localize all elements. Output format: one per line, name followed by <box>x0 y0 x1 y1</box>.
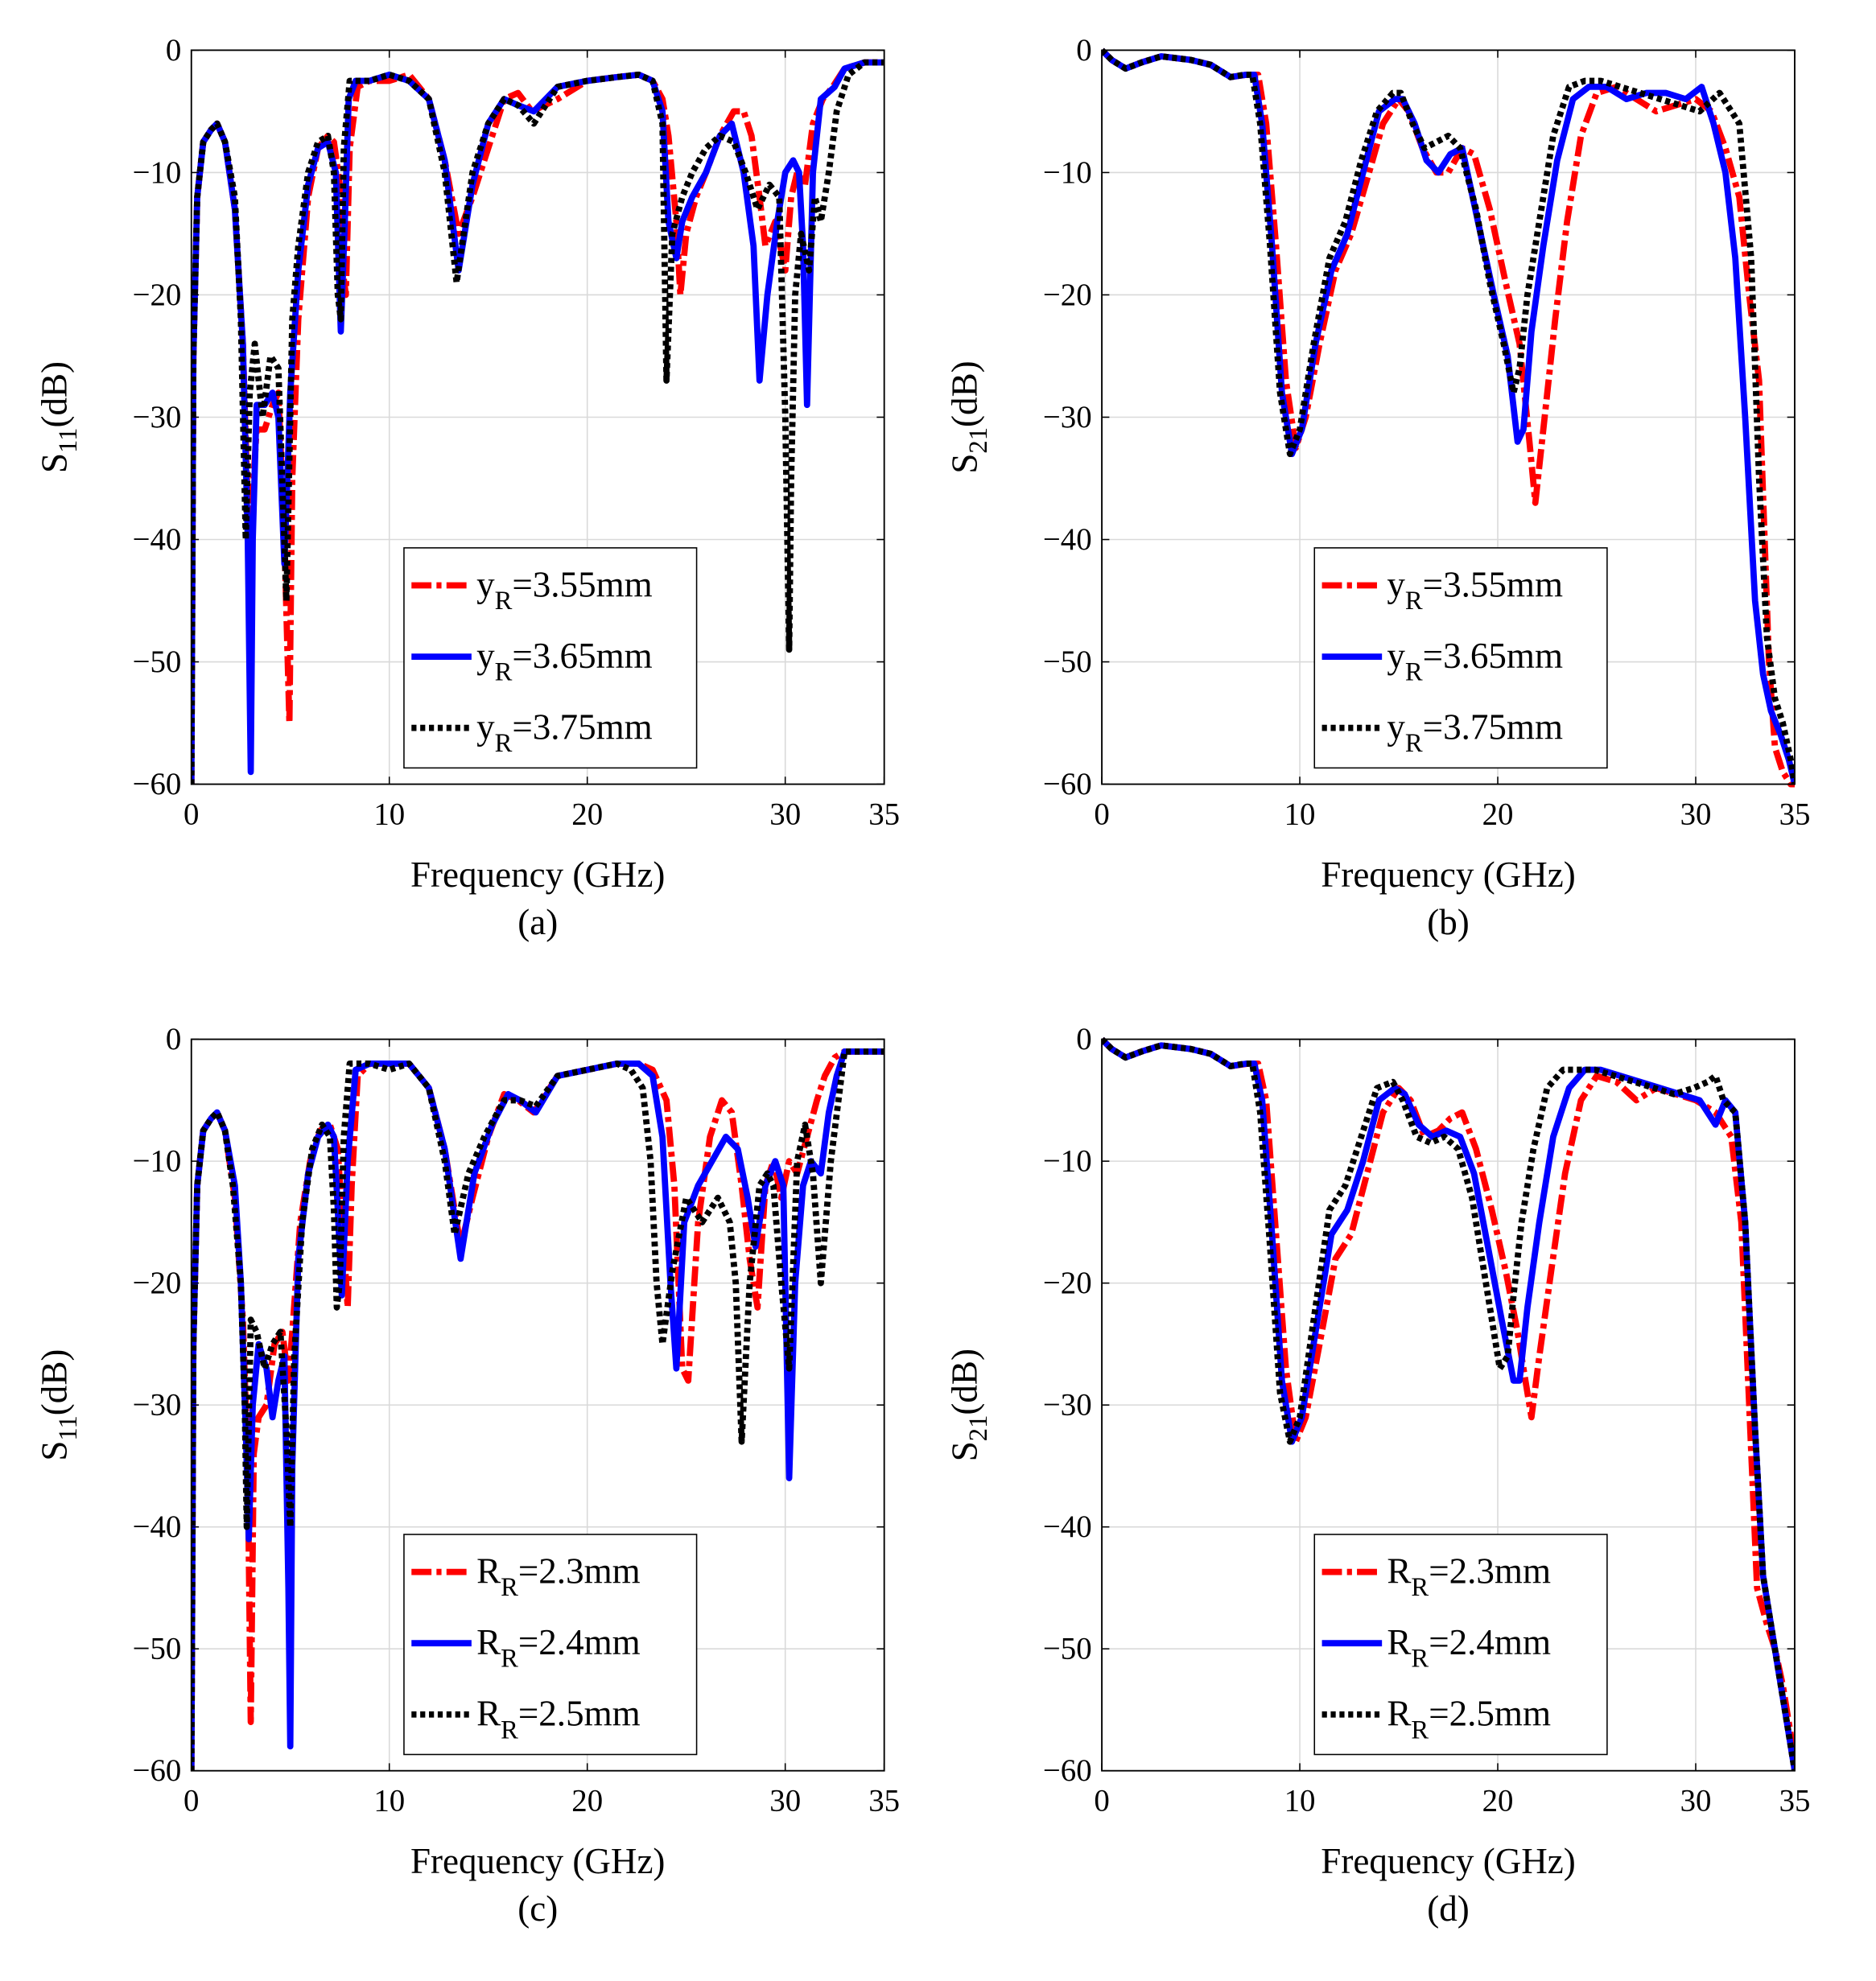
series-line-3 <box>1102 1036 1795 1772</box>
x-tick-label: 35 <box>1779 1783 1811 1818</box>
y-tick-label: 0 <box>1076 1022 1091 1056</box>
chart-panel-c: 0 10 20 30 35 0 −10 −20 −30 −40 −50 −60 Frequency (G… <box>34 1022 900 1929</box>
chart-panel-a: 0 10 20 30 35 0 −10 −20 −30 −40 −50 −60 Frequency (G… <box>34 33 900 942</box>
legend: RR=2.3mm RR=2.4mm RR=2.5mm <box>403 1534 698 1756</box>
x-tick-label: 10 <box>1284 797 1316 831</box>
y-tick-label: −50 <box>133 1632 182 1666</box>
series-line-1 <box>1102 47 1795 788</box>
legend-label-3: yR=3.75mm <box>1387 707 1563 759</box>
y-tick-label: −40 <box>1043 522 1092 557</box>
y-axis-label: S21(dB) <box>945 1349 993 1461</box>
y-axis-label: S21(dB) <box>945 360 993 473</box>
legend-label-1: RR=2.3mm <box>476 1551 641 1603</box>
legend-label-2: yR=3.65mm <box>1387 636 1563 687</box>
x-tick-label: 30 <box>769 797 801 831</box>
y-tick-label: 0 <box>166 33 181 68</box>
y-tick-label: −50 <box>1043 645 1092 679</box>
x-axis-label: Frequency (GHz) <box>1321 1841 1575 1881</box>
x-axis-label: Frequency (GHz) <box>410 855 665 895</box>
y-tick-label: −20 <box>133 278 182 312</box>
x-tick-label: 10 <box>373 797 405 831</box>
y-tick-label: −60 <box>1043 1753 1092 1788</box>
y-tick-label: 0 <box>1076 33 1091 68</box>
panel-caption: (d) <box>1427 1888 1470 1929</box>
x-tick-label: 0 <box>183 1783 199 1818</box>
y-tick-label: −40 <box>1043 1509 1092 1544</box>
series-line-3 <box>191 59 884 785</box>
series-line-1 <box>1102 1036 1795 1772</box>
y-tick-label: −30 <box>133 400 182 435</box>
legend-label-1: yR=3.55mm <box>476 564 653 616</box>
x-tick-label: 20 <box>1482 797 1514 831</box>
legend-label-3: yR=3.75mm <box>476 707 653 759</box>
legend-label-1: yR=3.55mm <box>1387 564 1563 616</box>
y-tick-label: −20 <box>133 1266 182 1300</box>
legend-label-2: RR=2.4mm <box>1387 1622 1551 1674</box>
y-tick-label: −60 <box>133 1753 182 1788</box>
x-tick-label: 0 <box>1094 1783 1109 1818</box>
chart-panel-d: 0 10 20 30 35 0 −10 −20 −30 −40 −50 −60 Frequency (G… <box>945 1022 1811 1929</box>
y-tick-label: −30 <box>1043 1388 1092 1423</box>
x-tick-label: 35 <box>1779 797 1811 831</box>
panel-caption: (c) <box>517 1888 558 1929</box>
y-tick-label: 0 <box>166 1022 181 1056</box>
y-axis-label: S11(dB) <box>34 361 82 473</box>
legend: yR=3.55mm yR=3.65mm yR=3.75mm <box>403 547 698 769</box>
x-tick-label: 0 <box>183 797 199 831</box>
y-tick-label: −60 <box>1043 767 1092 801</box>
y-tick-label: −10 <box>1043 1144 1092 1179</box>
series-line-2 <box>191 59 884 785</box>
panel-caption: (a) <box>517 902 558 942</box>
y-tick-label: −30 <box>133 1388 182 1423</box>
series-line-3 <box>191 1048 884 1771</box>
chart-panel-b: 0 10 20 30 35 0 −10 −20 −30 −40 −50 −60 Frequency (G… <box>945 33 1811 942</box>
y-axis-label: S11(dB) <box>34 1349 82 1461</box>
panel-caption: (b) <box>1427 902 1470 942</box>
x-tick-label: 20 <box>1482 1783 1514 1818</box>
legend: RR=2.3mm RR=2.4mm RR=2.5mm <box>1313 1534 1608 1756</box>
y-tick-label: −30 <box>1043 400 1092 435</box>
legend: yR=3.55mm yR=3.65mm yR=3.75mm <box>1313 547 1608 769</box>
legend-label-2: yR=3.65mm <box>476 636 653 687</box>
y-tick-label: −40 <box>133 1509 182 1544</box>
x-tick-label: 10 <box>1284 1783 1316 1818</box>
y-tick-label: −10 <box>133 1144 182 1179</box>
legend-label-1: RR=2.3mm <box>1387 1551 1551 1603</box>
y-tick-label: −20 <box>1043 1266 1092 1300</box>
x-tick-label: 20 <box>571 1783 603 1818</box>
legend-label-2: RR=2.4mm <box>476 1622 641 1674</box>
x-tick-label: 30 <box>769 1783 801 1818</box>
y-tick-label: −40 <box>133 522 182 557</box>
x-tick-label: 20 <box>571 797 603 831</box>
y-tick-label: −10 <box>133 155 182 190</box>
y-tick-label: −20 <box>1043 278 1092 312</box>
x-axis-label: Frequency (GHz) <box>410 1841 665 1881</box>
y-tick-label: −50 <box>133 645 182 679</box>
x-tick-label: 30 <box>1680 1783 1712 1818</box>
y-tick-label: −50 <box>1043 1632 1092 1666</box>
x-tick-label: 35 <box>868 1783 900 1818</box>
x-tick-label: 30 <box>1680 797 1712 831</box>
x-tick-label: 35 <box>868 797 900 831</box>
x-axis-label: Frequency (GHz) <box>1321 855 1575 895</box>
legend-label-3: RR=2.5mm <box>1387 1694 1551 1745</box>
legend-label-3: RR=2.5mm <box>476 1694 641 1745</box>
series-line-3 <box>1102 47 1795 785</box>
x-tick-label: 10 <box>373 1783 405 1818</box>
y-tick-label: −10 <box>1043 155 1092 190</box>
x-tick-label: 0 <box>1094 797 1109 831</box>
y-tick-label: −60 <box>133 767 182 801</box>
